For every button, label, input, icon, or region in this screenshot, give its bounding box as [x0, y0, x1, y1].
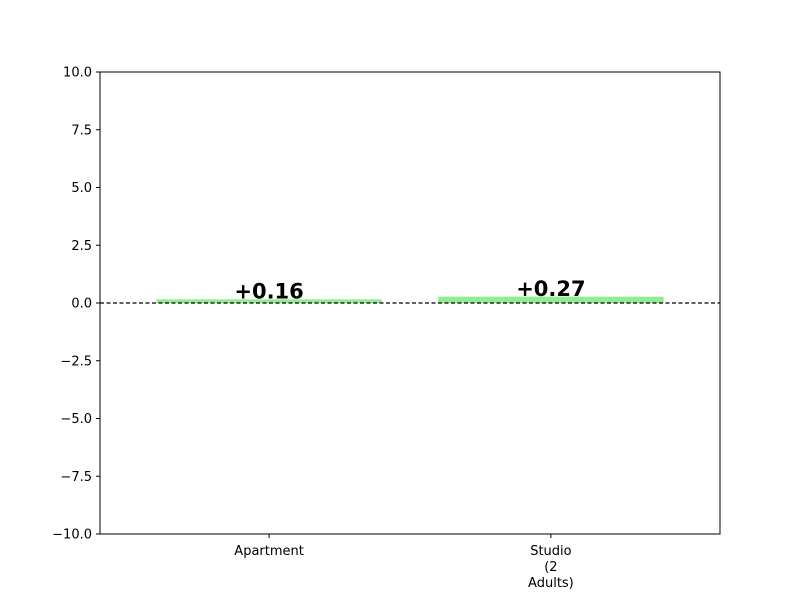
- bar: [156, 299, 382, 303]
- y-axis: 10.0 7.5 5.0 2.5 0.0 −2.5 −5.0 −7.5 −10.0: [52, 66, 100, 543]
- y-tick-label: −2.5: [60, 354, 92, 369]
- data-labels-layer: +0.16 +0.27: [234, 277, 585, 304]
- y-tick-label: −10.0: [52, 528, 92, 543]
- x-tick-label: Studio (2 Adults): [528, 544, 574, 591]
- bar-value-label: +0.16: [234, 279, 303, 303]
- y-tick-label: −7.5: [60, 470, 92, 485]
- y-tick-label: 10.0: [63, 66, 92, 81]
- x-axis: Apartment Studio (2 Adults): [234, 534, 574, 591]
- y-tick-label: −5.0: [60, 412, 92, 427]
- y-tick-label: 2.5: [71, 239, 92, 254]
- y-tick-label: 7.5: [71, 123, 92, 138]
- y-tick-label: 0.0: [71, 297, 92, 312]
- y-tick-label: 5.0: [71, 181, 92, 196]
- bar: [438, 296, 664, 303]
- bar-value-label: +0.27: [516, 277, 585, 301]
- bars-layer: [156, 296, 664, 303]
- x-tick-label: Apartment: [234, 544, 304, 559]
